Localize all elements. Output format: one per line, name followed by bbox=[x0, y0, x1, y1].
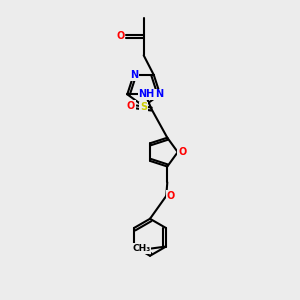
Text: O: O bbox=[116, 32, 125, 41]
Text: N: N bbox=[155, 89, 163, 99]
Text: S: S bbox=[140, 102, 147, 112]
Text: O: O bbox=[178, 147, 187, 157]
Text: NH: NH bbox=[139, 89, 155, 99]
Text: O: O bbox=[127, 101, 135, 111]
Text: CH₃: CH₃ bbox=[132, 244, 151, 253]
Text: N: N bbox=[130, 70, 139, 80]
Text: O: O bbox=[167, 191, 175, 201]
